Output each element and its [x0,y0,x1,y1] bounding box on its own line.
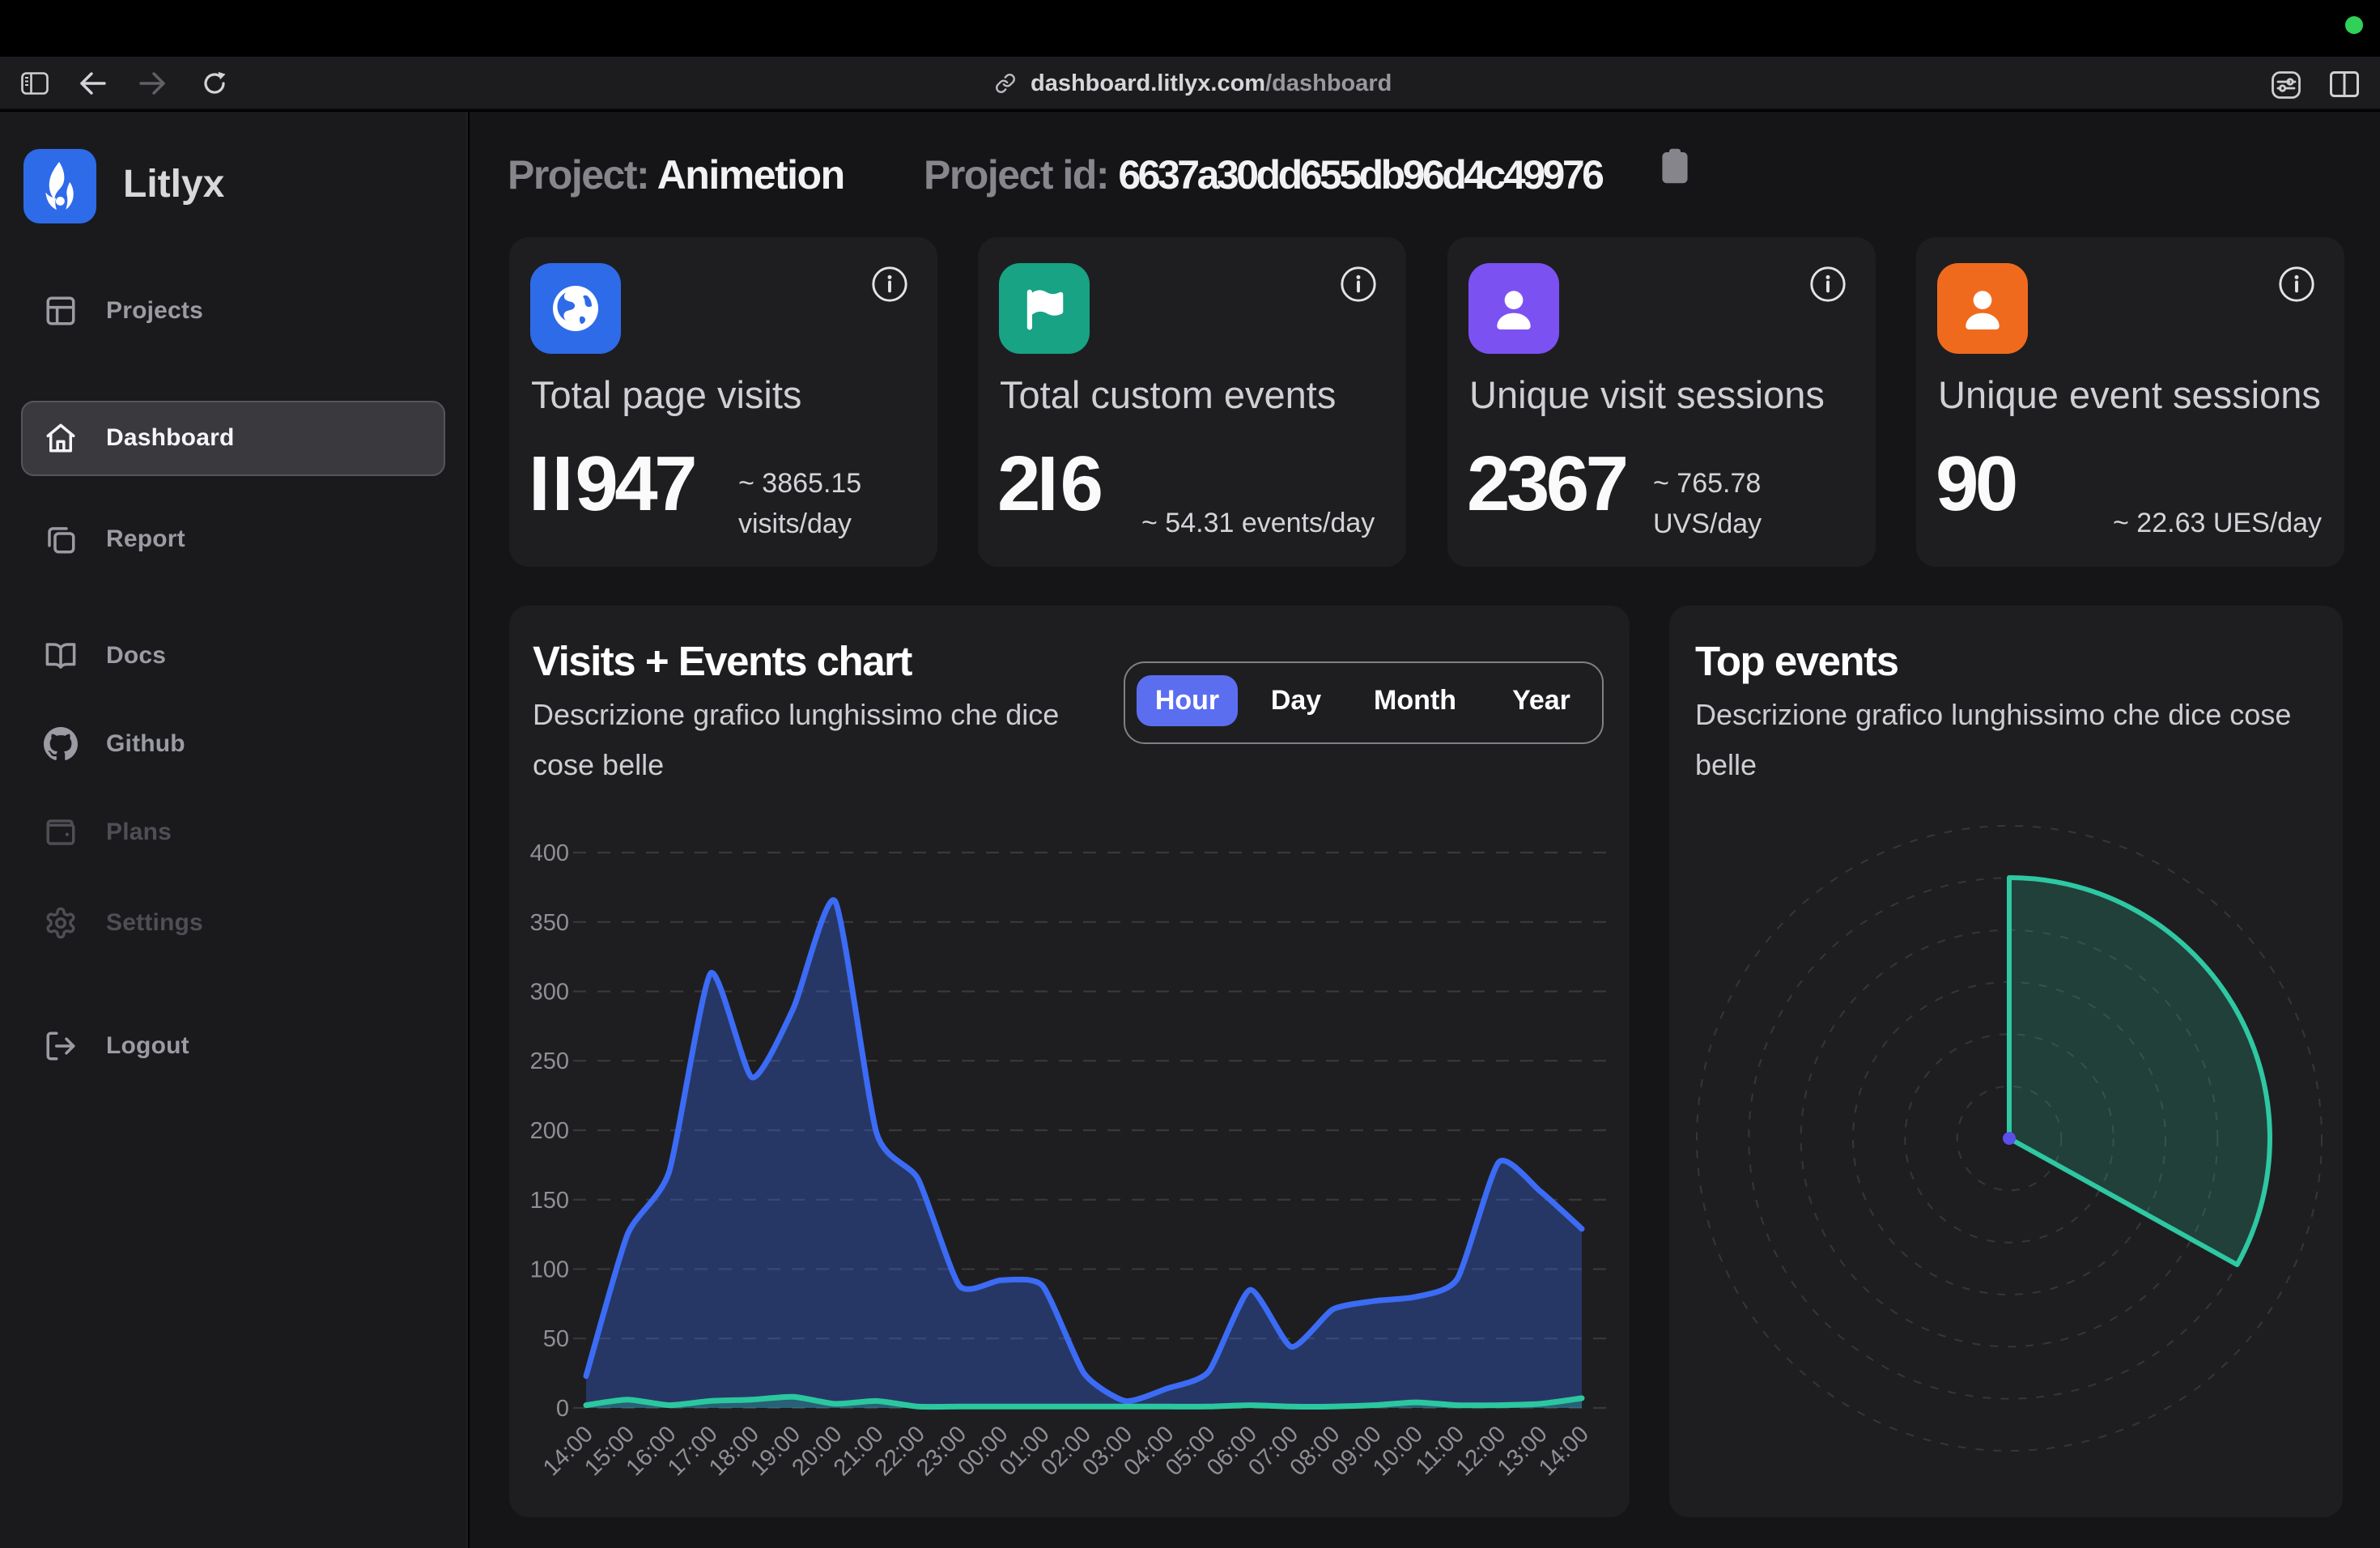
svg-text:300: 300 [530,980,569,1006]
svg-text:100: 100 [530,1257,569,1283]
svg-text:200: 200 [530,1118,569,1144]
svg-text:400: 400 [530,840,569,866]
svg-text:0: 0 [556,1396,569,1422]
svg-text:50: 50 [543,1326,569,1352]
svg-text:350: 350 [530,910,569,936]
svg-text:250: 250 [530,1048,569,1074]
svg-text:150: 150 [530,1188,569,1214]
